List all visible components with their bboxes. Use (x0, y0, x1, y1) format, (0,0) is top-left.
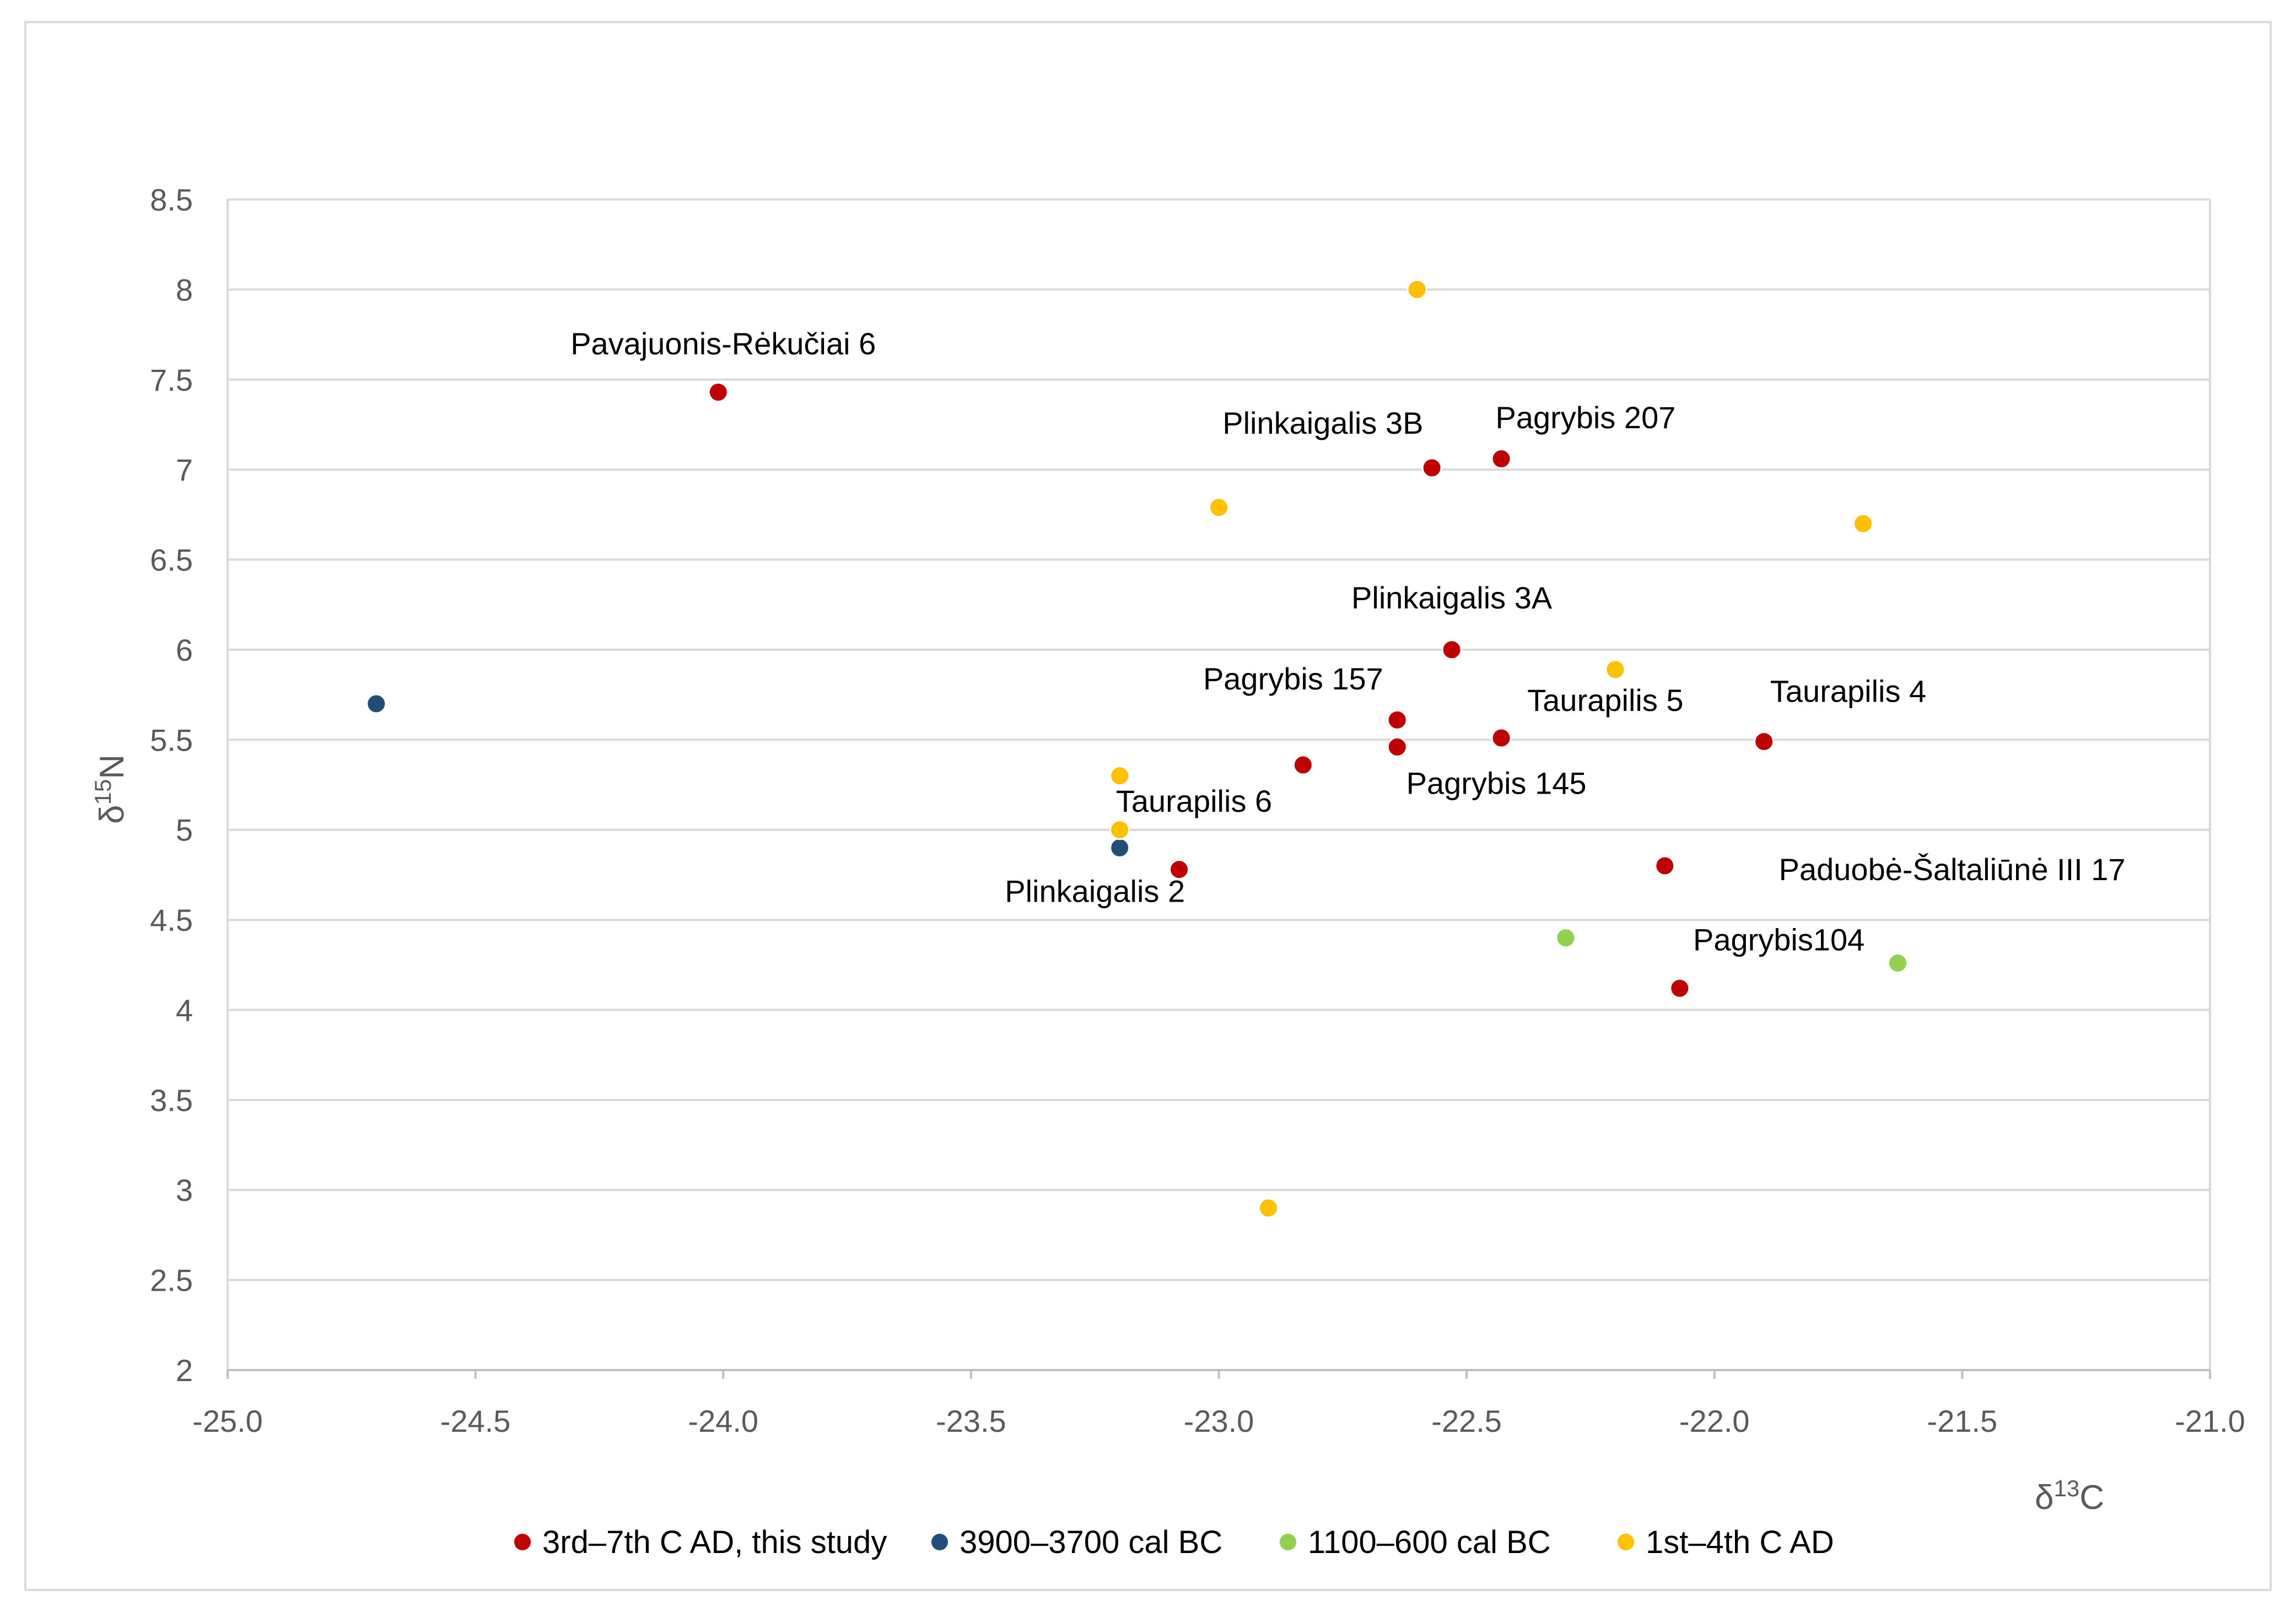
x-tick-label: -22.5 (1431, 1404, 1502, 1438)
data-point (1406, 279, 1427, 300)
point-label: Plinkaigalis 3B (1222, 406, 1423, 440)
point-label: Taurapilis 6 (1116, 784, 1272, 818)
y-tick-label: 7.5 (150, 363, 193, 397)
x-tick-label: -22.0 (1679, 1404, 1750, 1438)
data-point (366, 693, 387, 714)
data-point (1491, 449, 1512, 470)
data-point (1292, 754, 1313, 775)
point-label: Taurapilis 5 (1527, 683, 1683, 718)
x-tick-label: -23.0 (1184, 1404, 1254, 1438)
x-tick-label: -24.0 (688, 1404, 758, 1438)
x-tick-label: -23.5 (936, 1404, 1006, 1438)
y-tick-label: 4 (176, 993, 193, 1027)
point-annotations: Pavajuonis-Rėkučiai 6 Plinkaigalis 3B Pagr… (570, 326, 2125, 957)
data-point (1387, 736, 1408, 757)
data-point (1169, 859, 1190, 880)
data-points (366, 279, 1908, 1219)
y-tick-label: 7 (176, 452, 193, 487)
x-tick-label: -24.5 (440, 1404, 511, 1438)
chart-frame (24, 21, 2272, 1591)
data-point (708, 382, 729, 403)
point-label: Pagrybis 207 (1496, 400, 1676, 435)
y-tick-label: 8.5 (150, 182, 193, 217)
data-point (1605, 659, 1626, 680)
legend-entry: 1100–600 cal BC (1308, 1524, 1551, 1560)
legend-entry: 1st–4th C AD (1646, 1524, 1834, 1560)
data-point (1209, 497, 1229, 518)
point-label: Pagrybis 145 (1406, 765, 1587, 800)
point-label: Taurapilis 4 (1770, 674, 1926, 709)
data-point (1669, 978, 1690, 999)
legend-entry: 3rd–7th C AD, this study (542, 1524, 887, 1560)
legend: 3rd–7th C AD, this study 3900–3700 cal BC… (514, 1524, 1834, 1560)
data-point (1387, 709, 1408, 730)
y-tick-label: 5 (176, 813, 193, 848)
y-tick-label: 6 (176, 633, 193, 667)
legend-entry: 3900–3700 cal BC (960, 1524, 1222, 1560)
point-label: Plinkaigalis 2 (1005, 874, 1185, 908)
data-point (1421, 457, 1442, 478)
data-point (1853, 513, 1874, 534)
y-axis-title: δ15N (90, 754, 132, 824)
point-label: Plinkaigalis 3A (1351, 580, 1553, 615)
point-label: Pagrybis 157 (1203, 661, 1383, 696)
x-axis-title: δ13C (2035, 1475, 2104, 1517)
legend-marker (514, 1534, 531, 1550)
y-tick-label: 2.5 (150, 1263, 193, 1298)
y-tick-label: 6.5 (150, 543, 193, 578)
x-tick-labels: -25.0 -24.5 -24.0 -23.5 -23.0 -22.5 -22.0 -21.5… (192, 1404, 2245, 1438)
data-point (1555, 928, 1576, 948)
data-point (1258, 1198, 1279, 1219)
legend-marker (1618, 1534, 1634, 1550)
y-tick-label: 5.5 (150, 723, 193, 757)
y-tick-labels: 2 2.5 3 3.5 4 4.5 5 5.5 6 6.5 7 7.5 8 8.5 (150, 182, 193, 1388)
data-point (1754, 731, 1775, 752)
x-tick-label: -25.0 (192, 1404, 263, 1438)
legend-marker (931, 1534, 948, 1550)
x-tick-label: -21.0 (2175, 1404, 2245, 1438)
point-label: Paduobė-Šaltaliūnė III 17 (1779, 852, 2126, 887)
y-tick-label: 3 (176, 1173, 193, 1207)
data-point (1441, 639, 1462, 660)
data-point (1654, 855, 1675, 876)
y-tick-label: 4.5 (150, 903, 193, 937)
x-tick-label: -21.5 (1927, 1404, 1998, 1438)
y-tick-label: 3.5 (150, 1083, 193, 1118)
y-tick-label: 8 (176, 272, 193, 307)
data-point (1109, 765, 1130, 786)
point-label: Pavajuonis-Rėkučiai 6 (570, 326, 876, 361)
data-point (1887, 953, 1908, 974)
gridlines (228, 198, 2210, 1281)
point-label: Pagrybis104 (1693, 923, 1864, 957)
legend-marker (1280, 1534, 1296, 1550)
data-point (1109, 837, 1130, 858)
data-point (1109, 820, 1130, 840)
data-point (1491, 727, 1512, 748)
axes (227, 200, 2211, 1379)
y-tick-label: 2 (176, 1353, 193, 1388)
